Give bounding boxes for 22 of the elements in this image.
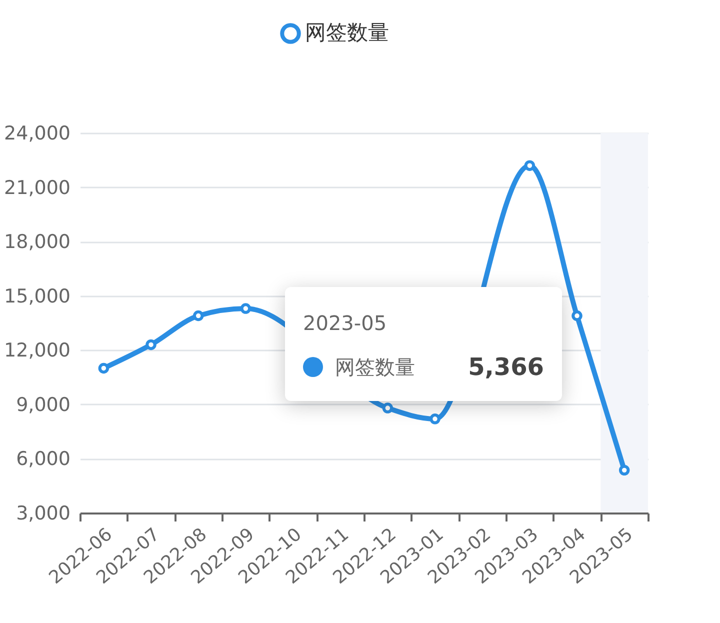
y-tick-label: 18,000 bbox=[4, 231, 70, 254]
point bbox=[240, 303, 252, 314]
point bbox=[382, 402, 394, 414]
tooltip-card: 2023-05 网签数量 5,366 bbox=[285, 287, 562, 401]
y-tick-label: 21,000 bbox=[4, 176, 70, 199]
y-tick-label: 6,000 bbox=[16, 448, 70, 470]
y-tick-label: 15,000 bbox=[4, 285, 70, 308]
legend-label: 网签数量 bbox=[305, 20, 389, 44]
annotation: 网签数量 bbox=[335, 354, 415, 380]
y-tick-label: 9,000 bbox=[16, 394, 70, 416]
annotation: 5,366 bbox=[468, 353, 544, 381]
point bbox=[524, 160, 536, 171]
y-tick-label: 24,000 bbox=[4, 122, 70, 144]
point bbox=[146, 339, 156, 350]
y-tick-label: 3,000 bbox=[16, 502, 70, 524]
point bbox=[192, 310, 204, 322]
point bbox=[618, 464, 630, 476]
annotation: 2023-05 bbox=[303, 311, 388, 335]
y-tick-label: 12,000 bbox=[4, 340, 70, 362]
point bbox=[98, 362, 110, 374]
point bbox=[430, 414, 440, 424]
point bbox=[572, 310, 582, 322]
